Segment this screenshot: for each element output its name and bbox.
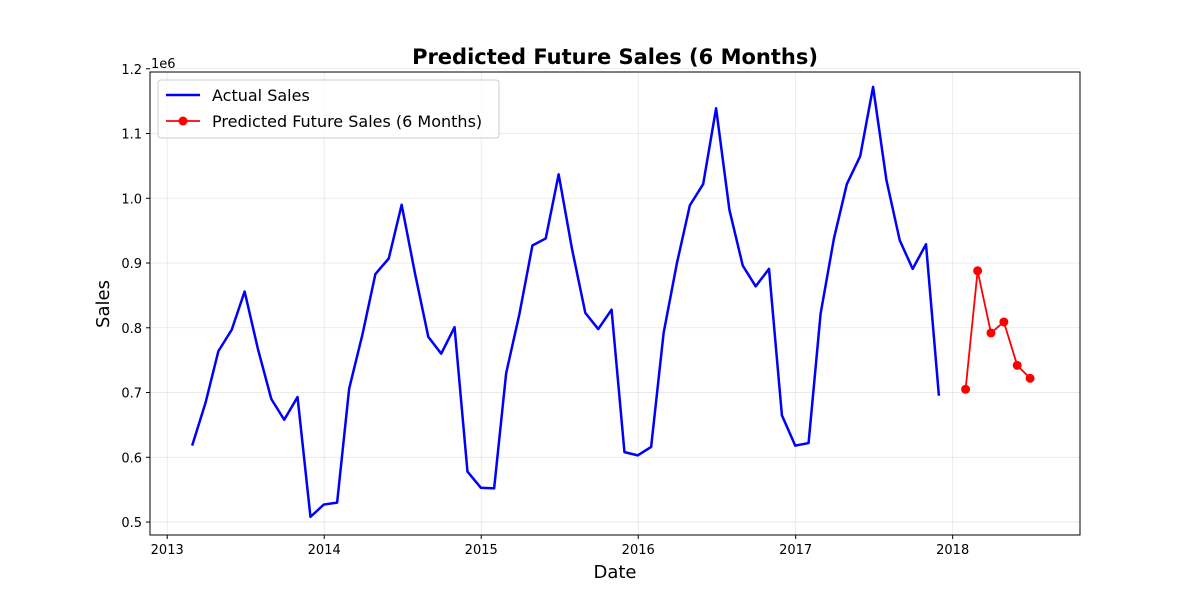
legend-label-actual-sales: Actual Sales <box>212 86 310 105</box>
legend-label-predicted-sales: Predicted Future Sales (6 Months) <box>212 112 482 131</box>
plot-frame <box>149 71 1081 536</box>
x-tick-label: 2013 <box>151 543 184 558</box>
predicted-sales-point <box>961 384 971 394</box>
predicted-sales-point <box>986 328 996 338</box>
y-tick-label: 0.6 <box>121 451 142 466</box>
actual-sales-line <box>190 85 941 519</box>
y-tick-label: 0.7 <box>121 387 142 402</box>
legend-marker-predicted-sales <box>178 116 188 126</box>
predicted-sales-point <box>1025 373 1035 383</box>
chart-title: Predicted Future Sales (6 Months) <box>412 45 818 69</box>
series-layer <box>190 85 1035 519</box>
x-axis-label: Date <box>593 562 636 583</box>
y-tick-label: 0.8 <box>121 322 142 337</box>
x-tick-label: 2017 <box>779 543 812 558</box>
predicted-sales-point <box>1012 360 1022 370</box>
y-tick-label: 0.5 <box>121 516 142 531</box>
predicted-sales-point <box>973 266 983 276</box>
y-axis-label: Sales <box>93 280 114 328</box>
x-tick-label: 2015 <box>465 543 498 558</box>
y-tick-label: 1.1 <box>121 128 142 143</box>
x-axis-ticks: 2013 2014 2015 2016 2017 2018 <box>151 535 969 558</box>
y-tick-label: 1.0 <box>121 192 142 207</box>
y-axis-ticks: 0.5 0.6 0.7 0.8 0.9 1.0 1.1 1.2 <box>121 63 150 531</box>
x-tick-label: 2014 <box>308 543 341 558</box>
y-tick-label: 0.9 <box>121 257 142 272</box>
legend: Actual Sales Predicted Future Sales (6 M… <box>157 79 500 139</box>
legend-box <box>157 79 500 139</box>
x-tick-label: 2018 <box>936 543 969 558</box>
x-tick-label: 2016 <box>622 543 655 558</box>
y-axis-offset-label: 1e6 <box>151 57 176 72</box>
predicted-sales-point <box>999 317 1009 327</box>
y-tick-label: 1.2 <box>121 63 142 78</box>
